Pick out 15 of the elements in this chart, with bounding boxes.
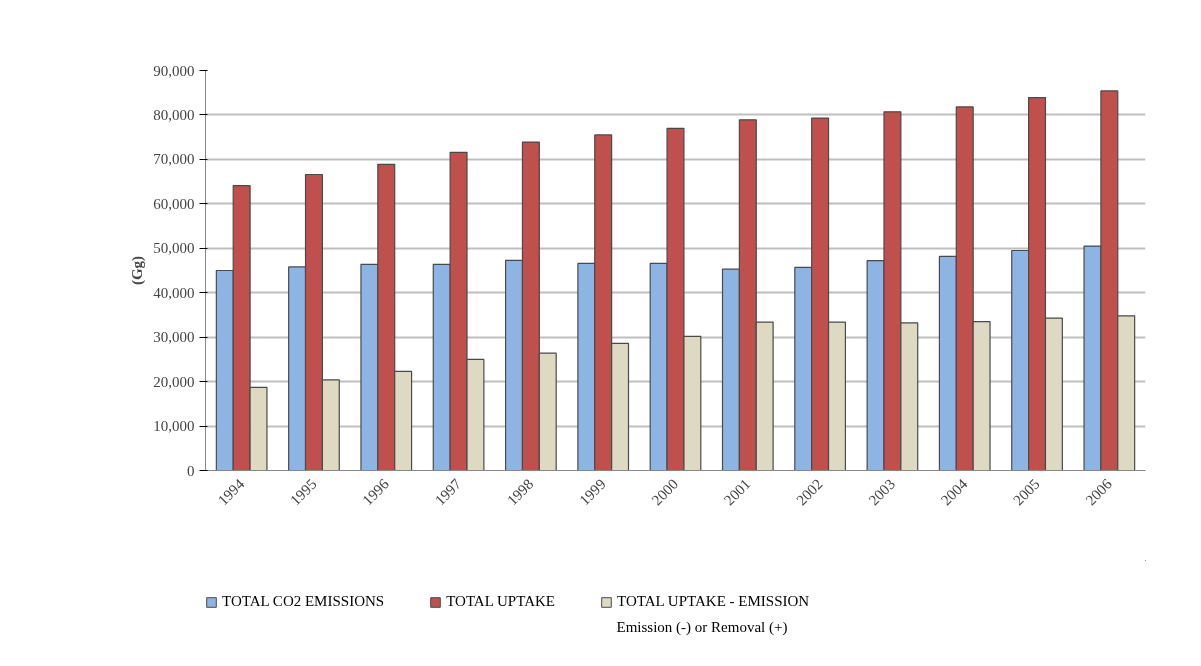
y-tick-label: 40,000 [153, 284, 195, 301]
y-tick-label: 80,000 [153, 106, 195, 123]
text: Emission (-) or Removal (+) [616, 618, 788, 636]
y-tick-label: 90,000 [153, 62, 195, 79]
y-tick-label: 30,000 [153, 329, 195, 346]
y-tick-label: 0 [187, 462, 195, 479]
y-tick-label: 10,000 [153, 418, 195, 435]
y-tick-label: 50,000 [153, 240, 195, 257]
y-axis-title: (Gg) [129, 255, 147, 286]
legend-label: TOTAL CO2 EMISSIONS [222, 593, 385, 610]
legend-label: TOTAL UPTAKE [446, 593, 555, 610]
y-tick-label: 20,000 [153, 373, 195, 390]
legend-label: TOTAL UPTAKE - EMISSION [617, 593, 810, 610]
y-tick-label: 60,000 [153, 195, 195, 212]
y-tick-label: 70,000 [153, 151, 195, 168]
